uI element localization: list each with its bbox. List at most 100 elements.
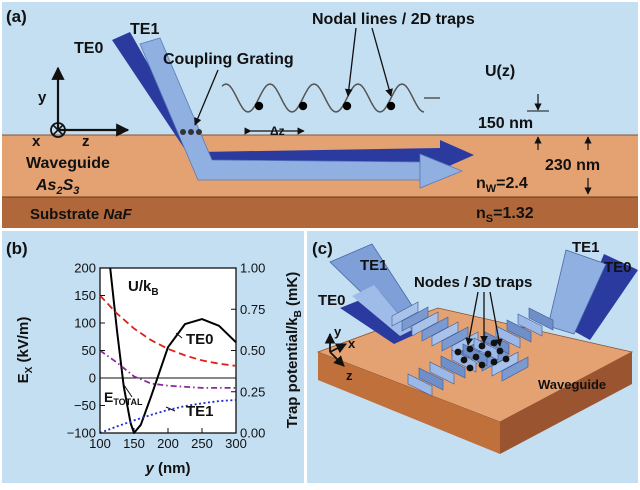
grating-ridge-b (528, 307, 554, 331)
node-dot (484, 350, 492, 358)
grating-ridge-b (440, 355, 466, 379)
axis-z-label-c: z (346, 368, 353, 383)
y2-tick-label: 0.75 (240, 302, 265, 317)
x-axis-label: y (nm) (144, 460, 190, 477)
axis-y-label: y (38, 89, 47, 106)
panel-b-tag: (b) (6, 239, 28, 258)
te1-beam-right (547, 249, 607, 335)
y-tick-label: 100 (74, 316, 96, 331)
node-dot (490, 358, 498, 366)
series-line-0 (109, 267, 237, 434)
grating-ridge-b (517, 313, 543, 337)
nodes-label: Nodes / 3D traps (414, 274, 532, 291)
y-axis-label: EX (kV/m) (15, 317, 35, 384)
y2-tick-label: 1.00 (240, 261, 265, 276)
node-dot (466, 345, 474, 353)
series-line-2 (99, 349, 236, 389)
waveguide-label-c: Waveguide (538, 377, 606, 392)
panel-c-tag: (c) (312, 239, 333, 258)
grating-dots (180, 129, 202, 135)
ns-label: nS=1.32 (476, 205, 534, 225)
series-line-1 (99, 294, 237, 367)
substrate-label: Substrate NaF (30, 206, 133, 223)
y-tick-label: −100 (67, 426, 96, 441)
node-dot (466, 364, 474, 372)
te0-label: TE0 (74, 40, 103, 57)
series-label-u: U/kB (128, 278, 159, 298)
panel-c: (c) TE1 TE0 TE1 TE0 Nodes / 3D traps Wav… (307, 231, 638, 483)
nodal-lines-label: Nodal lines / 2D traps (312, 11, 475, 28)
dim-230-label: 230 nm (545, 157, 600, 174)
x-tick-label: 300 (225, 436, 247, 451)
x-tick-label: 100 (89, 436, 111, 451)
grating-ridge-a (441, 326, 469, 352)
y2-tick-label: 0.50 (240, 343, 265, 358)
te0-left-label: TE0 (318, 292, 346, 309)
grating-ridge-a (411, 311, 439, 337)
chart-ticks: 100 150 200 250 300 −100 −50 0 50 100 150 200 0.00 0.… (67, 261, 266, 452)
coupling-grating-label: Coupling Grating (163, 51, 294, 68)
te1-right-label: TE1 (572, 239, 600, 256)
node-dot (478, 342, 486, 350)
axis-z-label: z (82, 133, 90, 150)
grating-ridge-b (506, 319, 532, 343)
series-line-3 (99, 399, 237, 434)
y-tick-label: 150 (74, 288, 96, 303)
y2-axis-label: Trap potential/kB (mK) (284, 272, 304, 428)
node-dot (478, 361, 486, 369)
slab-front-right (500, 352, 632, 454)
series-label-etotal: ETOTAL (104, 389, 143, 407)
node-dot (460, 356, 468, 364)
delta-z-label: Δz (270, 124, 285, 138)
axis-x-label-c: x (348, 336, 356, 351)
grating-ridge-a (431, 321, 459, 347)
x-tick-label: 200 (157, 436, 179, 451)
panel-a: Δz (a) TE0 TE1 Coupling Grating Nodal li… (2, 2, 638, 228)
node-dot (502, 355, 510, 363)
nw-label: nW=2.4 (476, 175, 528, 195)
dim-150-label: 150 nm (478, 115, 533, 132)
y2-tick-label: 0.25 (240, 384, 265, 399)
uz-label: U(z) (485, 63, 515, 80)
y2-tick-label: 0.00 (240, 426, 265, 441)
node-dot (496, 347, 504, 355)
node-dot (472, 353, 480, 361)
waveguide-material: As2S3 (35, 177, 79, 197)
te0-beam (112, 32, 440, 166)
node-dot (454, 348, 462, 356)
node-dot (490, 339, 498, 347)
grating-ridge-b (429, 361, 455, 385)
panel-b: 100 150 200 250 300 −100 −50 0 50 100 150 200 0.00 0.… (2, 231, 304, 483)
te1-left-label: TE1 (360, 257, 388, 274)
y-tick-label: 0 (89, 371, 96, 386)
te1-label: TE1 (130, 21, 159, 38)
panel-a-tag: (a) (6, 7, 27, 26)
grating-ridge-a (421, 316, 449, 342)
x-tick-label: 150 (123, 436, 145, 451)
x-axis-symbol (50, 122, 66, 138)
te0-right-label: TE0 (604, 259, 632, 276)
waveguide-label: Waveguide (26, 155, 110, 172)
te1-beam-arrowhead (419, 153, 464, 189)
grating-ridge-a (501, 356, 529, 382)
grating-ridge-a (401, 306, 429, 332)
plot-area (99, 267, 237, 434)
node-dots (454, 339, 510, 372)
series-label-te1: TE1 (186, 403, 214, 420)
te0-beam-right (572, 254, 638, 340)
y-tick-label: −50 (74, 398, 96, 413)
grating-ridge-b (418, 367, 444, 391)
axis-y-label-c: y (334, 324, 342, 339)
axis-x-label: x (32, 133, 41, 150)
y-tick-label: 200 (74, 261, 96, 276)
grating-ridge-b (407, 373, 433, 397)
substrate-layer (2, 197, 638, 228)
te0-beam-arrowhead (440, 140, 474, 170)
slab-front-left (318, 352, 500, 454)
trap-dots (254, 101, 396, 111)
grating-ridge-a (391, 301, 419, 327)
y-tick-label: 50 (82, 343, 96, 358)
grating-ridge-a (491, 351, 519, 377)
